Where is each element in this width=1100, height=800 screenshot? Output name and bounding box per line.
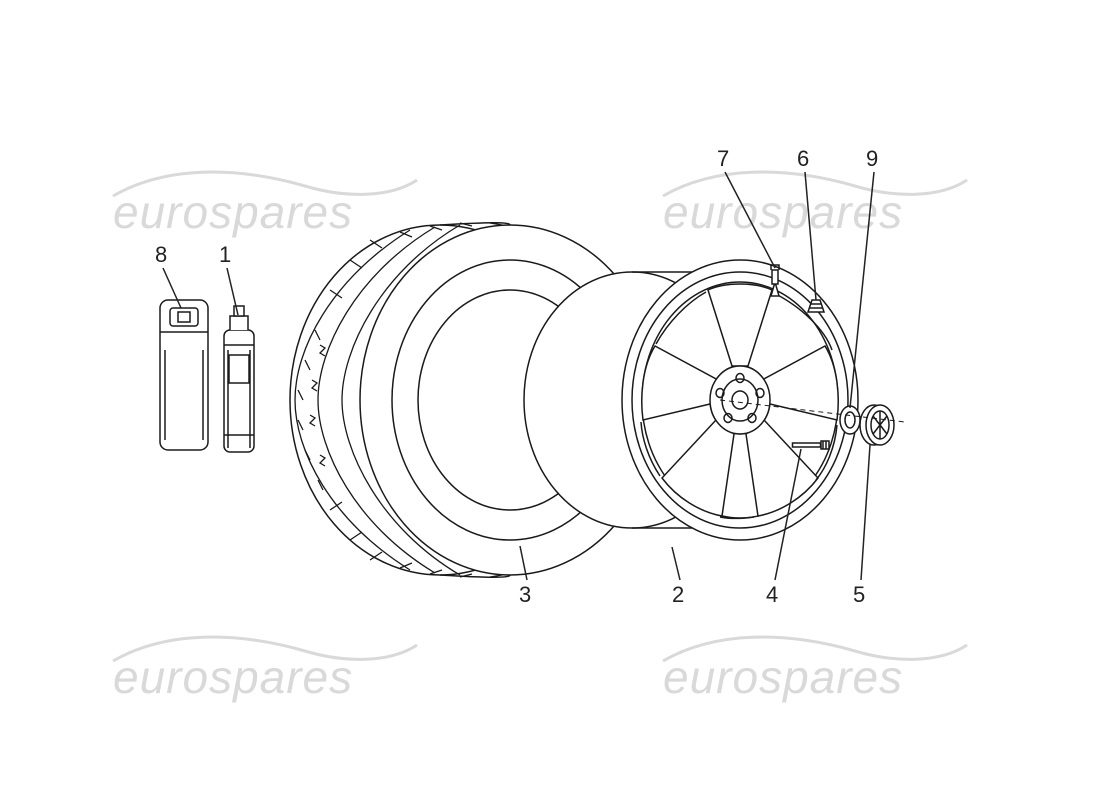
pouch xyxy=(160,300,208,450)
callout-3: 3 xyxy=(519,582,531,608)
callout-7: 7 xyxy=(717,146,729,172)
callout-2: 2 xyxy=(672,582,684,608)
callout-5: 5 xyxy=(853,582,865,608)
tyre-valve xyxy=(771,265,779,296)
callout-9: 9 xyxy=(866,146,878,172)
callout-4: 4 xyxy=(766,582,778,608)
spray-can xyxy=(224,306,254,452)
callout-6: 6 xyxy=(797,146,809,172)
hub-cap xyxy=(860,405,894,445)
parts-svg xyxy=(0,0,1100,800)
washer xyxy=(840,406,860,434)
diagram-canvas: eurospares eurospares eurospares eurospa… xyxy=(0,0,1100,800)
callout-8: 8 xyxy=(155,242,167,268)
wheel-rim xyxy=(524,260,858,540)
callout-1: 1 xyxy=(219,242,231,268)
